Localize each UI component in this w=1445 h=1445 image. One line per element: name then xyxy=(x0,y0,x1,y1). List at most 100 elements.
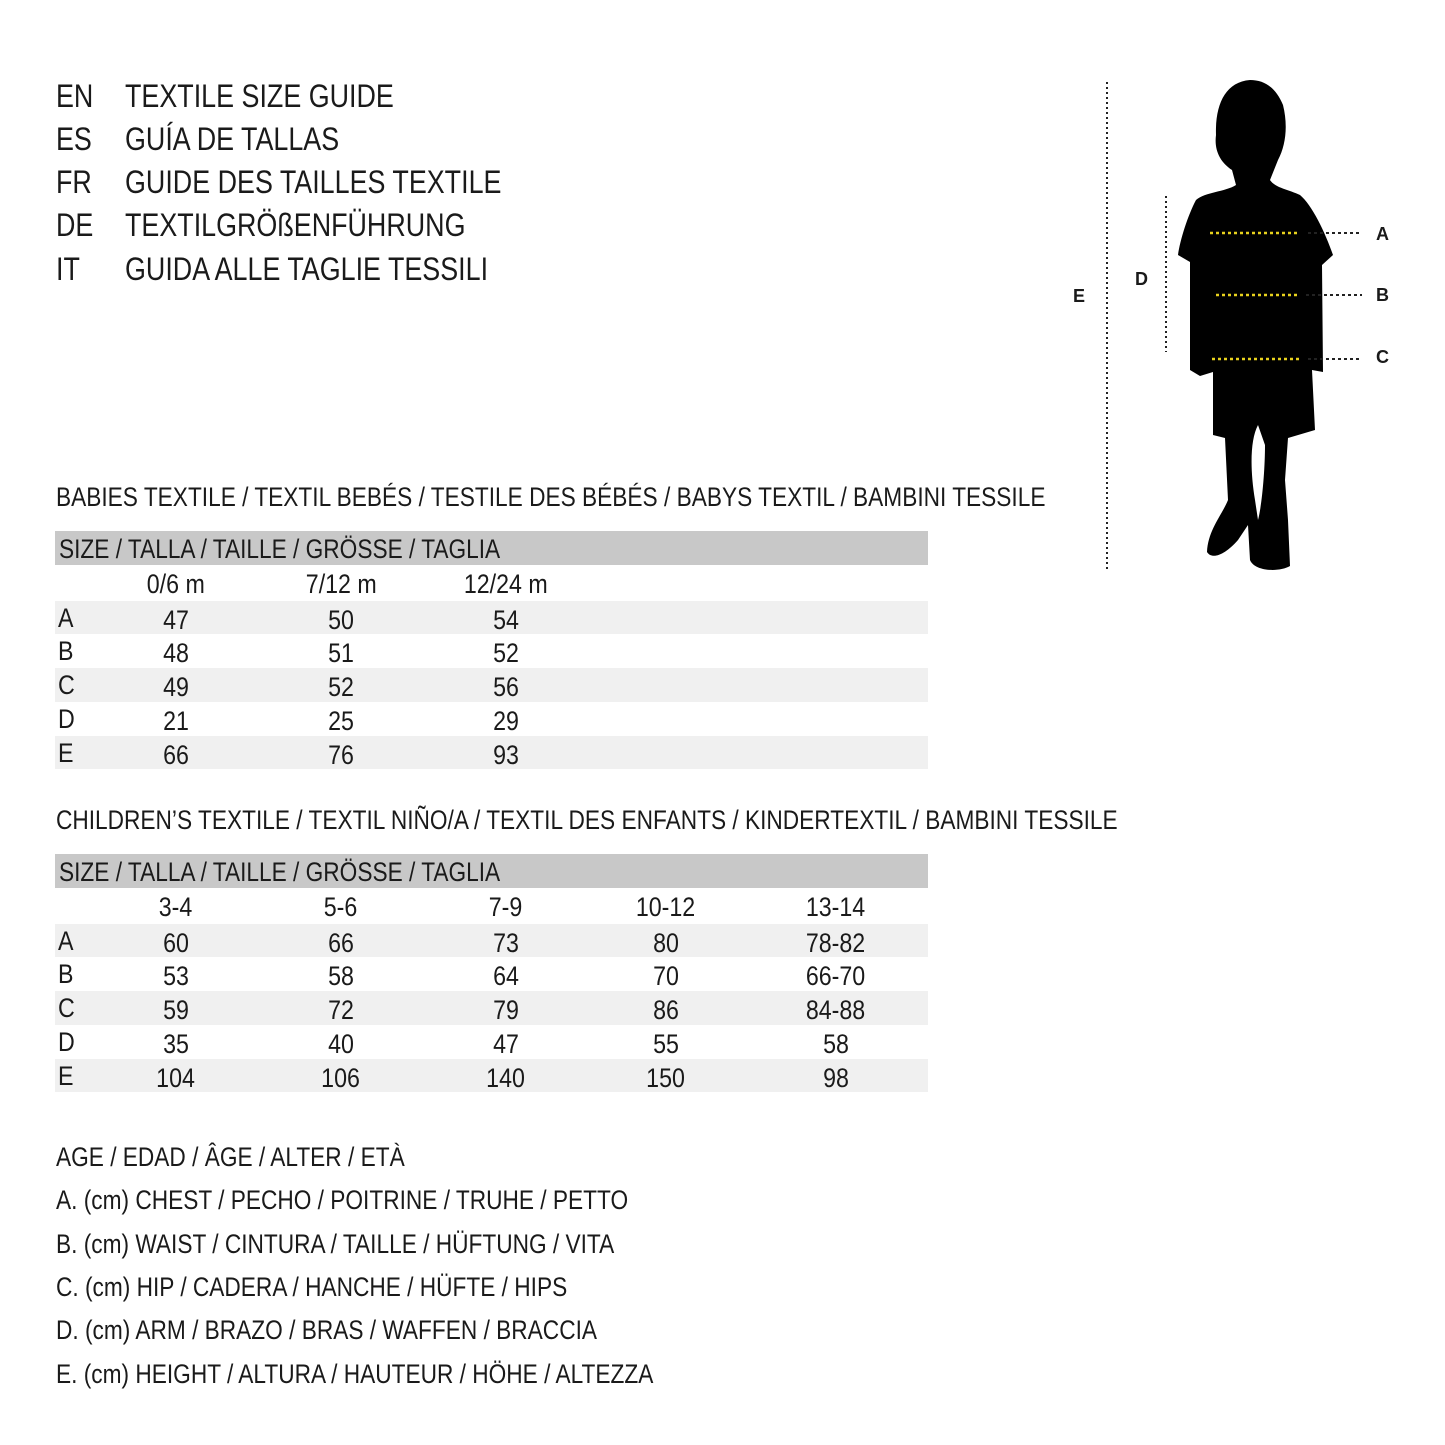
size-header-bar xyxy=(55,531,928,565)
row-label: D xyxy=(58,703,78,734)
table-cell: 49 xyxy=(96,674,256,701)
cell-value: 55 xyxy=(653,1028,679,1059)
row-label-text: C xyxy=(58,670,75,701)
cell-value: 73 xyxy=(493,927,519,958)
table-cell: 35 xyxy=(96,1030,256,1058)
column-header-text: 5-6 xyxy=(324,892,358,922)
row-label-text: D xyxy=(58,1026,75,1057)
column-header: 7/12 m xyxy=(261,571,421,598)
column-header-text: 7-9 xyxy=(489,892,523,922)
cell-value: 58 xyxy=(328,961,354,992)
table-cell: 140 xyxy=(426,1062,586,1093)
table-cell: 52 xyxy=(261,674,421,701)
table-cell: 21 xyxy=(96,705,256,736)
table-cell: 79 xyxy=(426,997,586,1024)
language-code: EN xyxy=(56,78,94,114)
cell-value: 150 xyxy=(646,1062,686,1093)
cell-value: 59 xyxy=(163,995,189,1026)
column-header-text: 7/12 m xyxy=(305,569,377,599)
row-label: B xyxy=(58,638,76,665)
table-cell: 47 xyxy=(96,606,256,634)
row-label: C xyxy=(58,995,78,1022)
cell-value: 84-88 xyxy=(806,995,866,1026)
cell-value: 104 xyxy=(156,1062,196,1093)
size-header-label: SIZE / TALLA / TAILLE / GRÖSSE / TAGLIA xyxy=(59,857,501,887)
guide-title: GUIDE DES TAILLES TEXTILE xyxy=(125,164,502,200)
table-cell: 84-88 xyxy=(756,997,916,1024)
column-header: 7-9 xyxy=(426,894,586,921)
row-label: A xyxy=(58,925,76,956)
table-cell: 40 xyxy=(261,1028,421,1059)
column-header-text: 3-4 xyxy=(159,892,193,922)
cell-value: 21 xyxy=(163,705,189,736)
table-row xyxy=(55,991,928,1025)
legend-line: D. (cm) ARM / BRAZO / BRAS / WAFFEN / BR… xyxy=(56,1315,597,1345)
guide-title: TEXTILGRÖßENFÜHRUNG xyxy=(125,207,466,243)
table-cell: 56 xyxy=(426,674,586,701)
row-label-text: C xyxy=(58,993,75,1024)
language-code: ES xyxy=(56,121,92,157)
column-header: 10-12 xyxy=(586,894,746,921)
row-label-text: E xyxy=(58,1060,74,1091)
row-label: D xyxy=(58,1026,78,1057)
row-label-text: B xyxy=(58,636,74,667)
cell-value: 78-82 xyxy=(806,927,866,958)
column-header: 12/24 m xyxy=(426,571,586,598)
legend-line: B. (cm) WAIST / CINTURA / TAILLE / HÜFTU… xyxy=(56,1229,615,1259)
cell-value: 60 xyxy=(163,927,189,958)
table-cell: 47 xyxy=(426,1030,586,1058)
table-cell: 54 xyxy=(426,604,586,635)
cell-value: 58 xyxy=(823,1028,849,1059)
table-cell: 66-70 xyxy=(756,963,916,990)
cell-value: 64 xyxy=(493,961,519,992)
table-cell: 70 xyxy=(586,963,746,990)
label-c: C xyxy=(1376,347,1389,367)
guide-title: TEXTILE SIZE GUIDE xyxy=(125,78,394,114)
cell-value: 66-70 xyxy=(806,961,866,992)
cell-value: 54 xyxy=(493,604,519,635)
legend-line: AGE / EDAD / ÂGE / ALTER / ETÀ xyxy=(56,1142,405,1172)
cell-value: 52 xyxy=(493,638,519,669)
table-cell: 29 xyxy=(426,707,586,735)
cell-value: 52 xyxy=(328,672,354,703)
label-a: A xyxy=(1376,224,1389,244)
table-cell: 98 xyxy=(756,1062,916,1093)
size-header-bar xyxy=(55,854,928,888)
guide-title: GUIDA ALLE TAGLIE TESSILI xyxy=(125,251,489,287)
children-heading: CHILDREN’S TEXTILE / TEXTIL NIÑO/A / TEX… xyxy=(56,805,1118,835)
column-header: 3-4 xyxy=(96,894,256,921)
row-label-text: B xyxy=(58,959,74,990)
cell-value: 48 xyxy=(163,638,189,669)
column-header-text: 0/6 m xyxy=(146,569,206,599)
label-d: D xyxy=(1135,269,1148,289)
row-label-text: D xyxy=(58,703,75,734)
row-label-text: A xyxy=(58,925,74,956)
cell-value: 40 xyxy=(328,1028,354,1059)
column-header: 13-14 xyxy=(756,894,916,921)
table-cell: 93 xyxy=(426,741,586,769)
cell-value: 106 xyxy=(321,1062,361,1093)
table-cell: 52 xyxy=(426,640,586,667)
legend-line: C. (cm) HIP / CADERA / HANCHE / HÜFTE / … xyxy=(56,1272,568,1302)
table-cell: 66 xyxy=(261,929,421,957)
table-cell: 51 xyxy=(261,640,421,667)
cell-value: 80 xyxy=(653,927,679,958)
cell-value: 72 xyxy=(328,995,354,1026)
cell-value: 66 xyxy=(163,739,189,770)
cell-value: 140 xyxy=(486,1062,526,1093)
row-label-text: A xyxy=(58,602,74,633)
cell-value: 98 xyxy=(823,1062,849,1093)
table-cell: 86 xyxy=(586,997,746,1024)
cell-value: 76 xyxy=(328,739,354,770)
cell-value: 86 xyxy=(653,995,679,1026)
row-label-text: E xyxy=(58,737,74,768)
child-silhouette-icon xyxy=(1178,80,1333,570)
table-cell: 50 xyxy=(261,606,421,634)
table-cell: 58 xyxy=(756,1028,916,1059)
table-cell: 60 xyxy=(96,927,256,958)
table-cell: 78-82 xyxy=(756,927,916,958)
table-cell: 80 xyxy=(586,927,746,958)
cell-value: 53 xyxy=(163,961,189,992)
cell-value: 51 xyxy=(328,638,354,669)
